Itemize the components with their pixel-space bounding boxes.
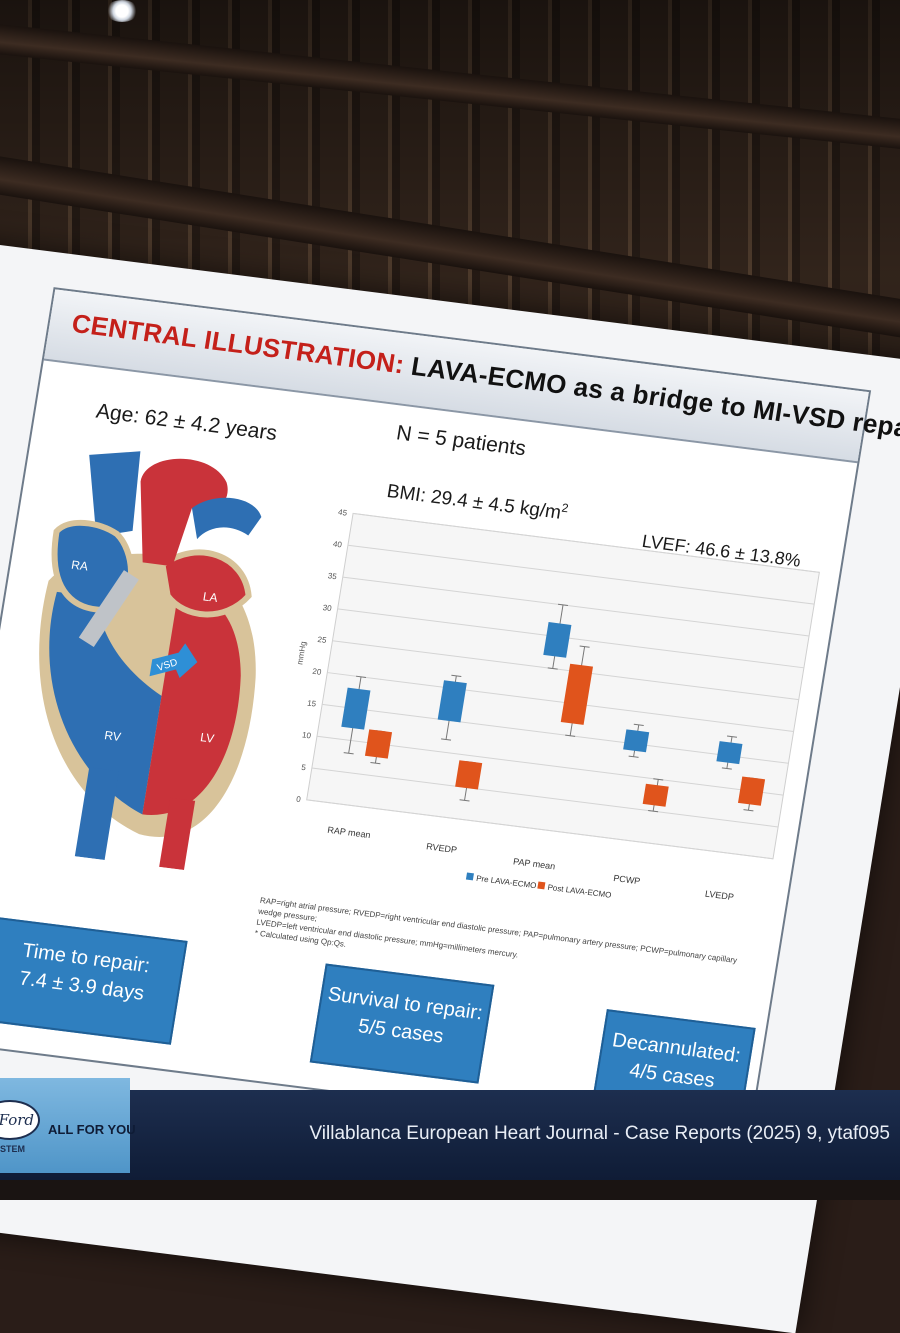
chart-gridline (327, 672, 794, 732)
label-lv: LV (199, 730, 215, 746)
n-patients: N = 5 patients (394, 421, 528, 461)
whisker-cap (633, 723, 644, 727)
box-post (737, 776, 766, 806)
chart-gridline (342, 576, 810, 637)
chart-gridline (306, 799, 774, 860)
projection-screen: CENTRAL ILLUSTRATION: LAVA-ECMO as a bri… (0, 240, 900, 1333)
y-tick-label: 35 (327, 571, 338, 581)
vsd-arrow (149, 643, 198, 678)
whisker-cap (628, 755, 639, 758)
y-tick-label: 15 (307, 699, 318, 709)
y-tick-label: 20 (312, 667, 323, 677)
cannula (78, 570, 139, 648)
box-pre (716, 741, 743, 765)
whisker-cap (343, 752, 354, 755)
chart-gridline (311, 767, 779, 828)
x-category-label: PAP mean (513, 856, 556, 871)
floor-shadow (0, 1180, 900, 1200)
chandelier-light (105, 0, 139, 22)
whisker-cap (721, 767, 732, 770)
box-pre (623, 729, 650, 753)
heart-illustration: RA LA LV RV VSD (0, 430, 311, 882)
x-category-label: RAP mean (327, 825, 372, 840)
legend-swatch (537, 881, 546, 890)
legend-entry: Post LAVA-ECMO (547, 883, 612, 900)
left-atrium-shape (159, 549, 252, 618)
whisker-cap (565, 734, 576, 737)
title-red-part: CENTRAL ILLUSTRATION: (69, 307, 407, 380)
survival-box: Survival to repair: 5/5 cases (309, 963, 495, 1084)
box-pre (543, 622, 572, 658)
sponsor-slogan: ALL FOR YOU (48, 1122, 136, 1137)
sponsor-logo-subtext: STEM (0, 1144, 26, 1154)
box-post (455, 760, 483, 790)
journal-citation: Villablanca European Heart Journal - Cas… (309, 1123, 890, 1144)
y-tick-label: 45 (337, 508, 348, 518)
box-post (560, 663, 594, 725)
bmi-superscript: 2 (560, 500, 570, 516)
whisker-cap (370, 761, 381, 765)
pulmonary-artery (191, 497, 262, 540)
box-pre (341, 687, 371, 730)
chart-gridline (316, 735, 784, 796)
pressure-chart-svg: 0 5 10 15 20 25 30 35 40 45 mmHg RAP mean RVEDP PAP m… (295, 508, 820, 902)
y-tick-label: 10 (301, 730, 312, 740)
legend-entry: Pre LAVA-ECMO (476, 874, 538, 890)
whisker-cap (547, 667, 558, 670)
chart-gridline (322, 703, 789, 764)
whisker-cap (726, 735, 738, 738)
inferior-vena-cava (74, 767, 119, 861)
pressure-chart: 0 5 10 15 20 25 30 35 40 45 mmHg RAP mean RVEDP PAP m… (250, 499, 831, 964)
label-ra: RA (70, 558, 89, 574)
ceiling-beam (0, 20, 900, 155)
whisker-cap (743, 809, 754, 812)
chart-gridline (332, 640, 799, 701)
whisker-cap (451, 674, 462, 677)
x-category-label: LVEDP (704, 889, 734, 902)
whisker-cap (459, 799, 470, 802)
whisker-cap (355, 675, 367, 678)
aorta (140, 458, 228, 567)
x-category-label: RVEDP (426, 841, 458, 855)
chart-gridline (337, 608, 804, 669)
slide: CENTRAL ILLUSTRATION: LAVA-ECMO as a bri… (0, 287, 900, 1146)
superior-vena-cava (89, 451, 141, 537)
chart-gridline (347, 544, 815, 605)
box-pre (437, 680, 467, 723)
label-la: LA (202, 589, 219, 605)
label-rv: RV (103, 728, 122, 744)
y-tick-label: 0 (296, 795, 302, 805)
y-tick-label: 25 (317, 635, 328, 645)
right-ventricle-shape (49, 591, 162, 815)
whisker-cap (648, 810, 659, 813)
descending-aorta (159, 797, 196, 871)
y-tick-label: 30 (322, 603, 333, 613)
y-axis-label: mmHg (295, 641, 308, 665)
legend-swatch (465, 872, 474, 881)
box-post (642, 783, 669, 807)
whisker-cap (579, 645, 590, 648)
whisker-cap (653, 778, 664, 781)
left-ventricle-shape (142, 594, 241, 815)
y-tick-label: 40 (332, 539, 343, 549)
box-post (364, 729, 393, 759)
whisker-cap (441, 738, 452, 741)
y-tick-label: 5 (301, 763, 307, 773)
x-category-label: PCWP (613, 873, 641, 886)
heart-svg: RA LA LV RV VSD (39, 451, 262, 871)
chart-plot-area (306, 512, 820, 860)
time-to-repair-box: Time to repair: 7.4 ± 3.9 days (0, 916, 188, 1045)
whisker-cap (557, 603, 569, 607)
chart-gridline (352, 512, 820, 573)
conference-banner (0, 1090, 900, 1180)
